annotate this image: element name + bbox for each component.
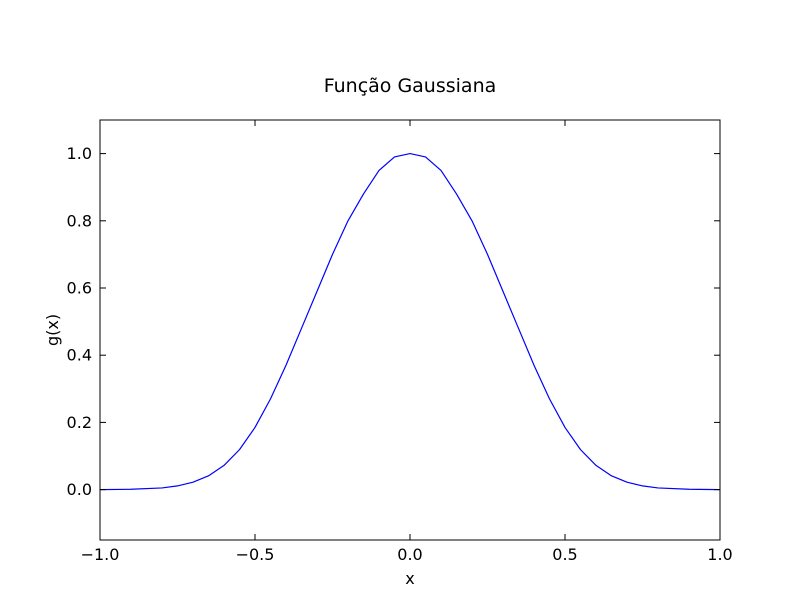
x-tick-label: 0.5	[552, 545, 577, 564]
y-tick-label: 0.4	[67, 346, 92, 365]
x-axis-label: x	[405, 569, 414, 588]
y-tick-label: 0.6	[67, 279, 92, 298]
plot-area	[99, 153, 721, 491]
chart-title: Função Gaussiana	[324, 75, 497, 97]
y-tick-label: 0.0	[67, 480, 92, 499]
x-tick-label: 1.0	[707, 545, 732, 564]
axes-frame	[99, 119, 721, 541]
x-tick-label: 0.0	[397, 545, 422, 564]
x-axis: −1.0 −0.5 0.0 0.5 1.0	[81, 120, 733, 564]
x-tick-label: −1.0	[81, 545, 120, 564]
y-axis-label: g(x)	[43, 314, 62, 346]
y-tick-label: 1.0	[67, 144, 92, 163]
x-tick-label: −0.5	[236, 545, 275, 564]
gaussian-curve-0	[99, 153, 721, 491]
y-axis: 0.0 0.2 0.4 0.6 0.8 1.0	[67, 144, 720, 499]
y-tick-label: 0.8	[67, 211, 92, 230]
y-tick-label: 0.2	[67, 413, 92, 432]
